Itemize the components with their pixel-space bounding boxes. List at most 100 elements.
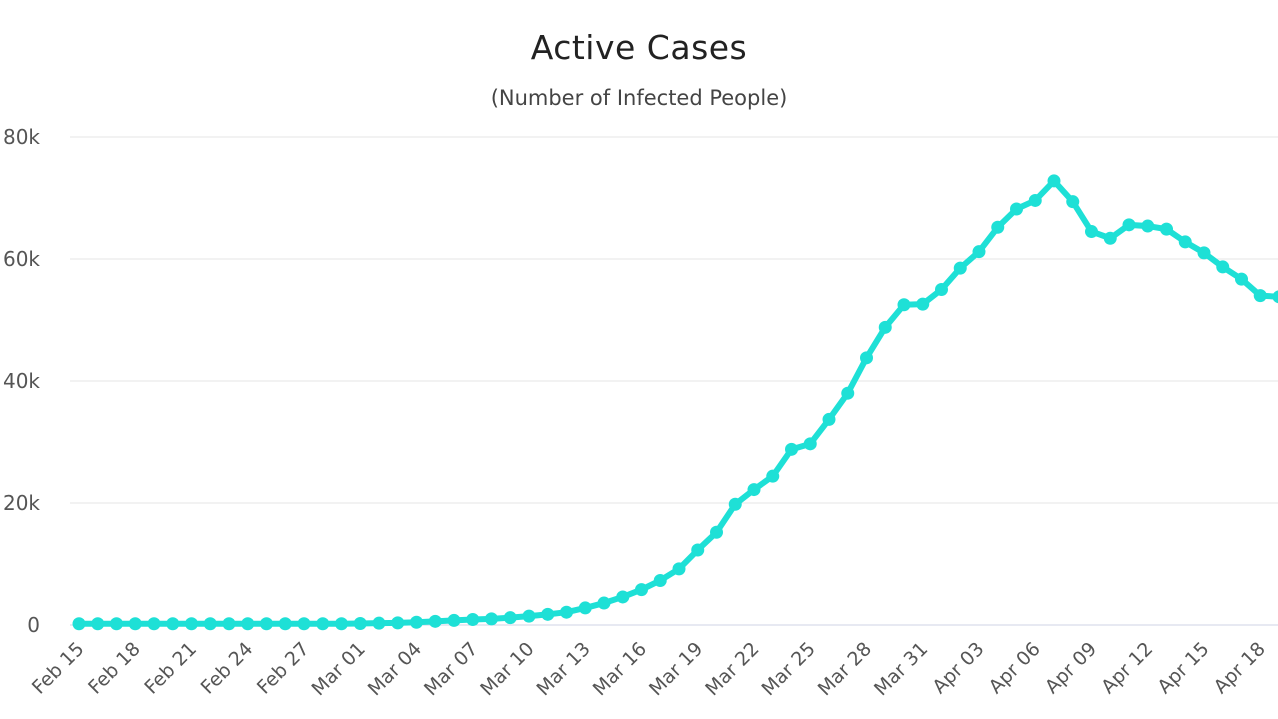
x-tick-label: Feb 15: [28, 638, 89, 699]
data-point[interactable]: [410, 615, 423, 629]
data-point[interactable]: [1141, 219, 1155, 233]
chart-subtitle: (Number of Infected People): [490, 86, 788, 110]
data-point[interactable]: [1047, 174, 1061, 188]
data-point[interactable]: [241, 617, 255, 631]
data-point[interactable]: [447, 613, 461, 627]
data-point[interactable]: [1122, 218, 1136, 232]
data-point[interactable]: [878, 320, 892, 334]
data-point[interactable]: [485, 612, 498, 626]
x-tick-label: Mar 31: [870, 638, 932, 700]
data-point[interactable]: [972, 245, 986, 259]
data-point[interactable]: [1066, 195, 1080, 209]
data-point[interactable]: [372, 616, 386, 630]
y-axis-labels: 0 20k 40k 60k 80k: [3, 125, 40, 637]
data-point[interactable]: [822, 412, 836, 426]
data-point[interactable]: [503, 611, 517, 625]
data-point[interactable]: [1216, 260, 1230, 274]
x-tick-label: Apr 15: [1153, 638, 1213, 698]
data-point[interactable]: [672, 562, 686, 576]
x-tick-label: Mar 10: [476, 638, 538, 700]
data-point[interactable]: [260, 617, 273, 631]
x-tick-label: Apr 03: [928, 638, 988, 698]
data-point[interactable]: [653, 573, 667, 587]
x-tick-label: Mar 28: [814, 638, 876, 700]
data-point[interactable]: [897, 298, 911, 312]
data-point[interactable]: [428, 614, 442, 628]
x-tick-label: Feb 21: [140, 638, 201, 699]
data-point[interactable]: [1010, 202, 1023, 216]
data-point[interactable]: [297, 617, 311, 631]
data-point[interactable]: [785, 442, 798, 456]
x-tick-label: Mar 04: [364, 638, 426, 700]
data-point[interactable]: [916, 297, 930, 311]
data-point[interactable]: [203, 617, 217, 631]
x-tick-label: Feb 24: [197, 638, 258, 699]
data-point[interactable]: [766, 469, 780, 483]
data-point[interactable]: [803, 437, 817, 451]
data-point[interactable]: [222, 617, 236, 631]
data-point[interactable]: [1085, 225, 1098, 239]
data-point[interactable]: [353, 616, 367, 630]
x-tick-label: Apr 09: [1041, 638, 1101, 698]
data-point[interactable]: [316, 617, 330, 631]
data-point[interactable]: [541, 607, 555, 621]
data-point[interactable]: [1178, 235, 1192, 249]
x-tick-label: Mar 13: [533, 638, 595, 700]
series-active-cases: [72, 174, 1278, 631]
data-point[interactable]: [1103, 231, 1117, 245]
data-point[interactable]: [560, 605, 573, 619]
data-point[interactable]: [335, 617, 348, 631]
x-tick-label: Mar 22: [701, 638, 763, 700]
data-point[interactable]: [466, 613, 480, 627]
data-point[interactable]: [1272, 290, 1278, 304]
data-point[interactable]: [935, 283, 948, 296]
x-tick-label: Apr 06: [985, 638, 1045, 698]
data-point[interactable]: [1253, 289, 1267, 303]
y-tick-label: 60k: [3, 247, 40, 271]
data-point[interactable]: [1160, 222, 1173, 236]
data-point[interactable]: [578, 601, 592, 615]
data-point[interactable]: [1235, 272, 1248, 286]
data-point[interactable]: [91, 617, 105, 631]
data-point[interactable]: [691, 543, 705, 557]
data-point[interactable]: [110, 617, 123, 631]
data-point[interactable]: [1028, 193, 1042, 207]
data-point[interactable]: [991, 220, 1005, 234]
y-tick-label: 20k: [3, 491, 40, 515]
data-point[interactable]: [860, 351, 873, 365]
y-tick-label: 80k: [3, 125, 40, 149]
x-tick-label: Mar 01: [308, 638, 370, 700]
data-point[interactable]: [841, 386, 855, 400]
x-tick-label: Apr 12: [1097, 638, 1157, 698]
x-tick-label: Apr 18: [1210, 638, 1270, 698]
data-point[interactable]: [728, 497, 742, 511]
data-point[interactable]: [522, 609, 536, 623]
data-point[interactable]: [616, 590, 630, 604]
data-point[interactable]: [72, 617, 86, 631]
x-tick-label: Mar 19: [645, 638, 707, 700]
data-point[interactable]: [1197, 246, 1211, 260]
data-point[interactable]: [185, 617, 198, 631]
data-point[interactable]: [710, 525, 723, 539]
y-tick-label: 0: [27, 613, 40, 637]
gridlines: [70, 136, 1278, 626]
series-line: [76, 177, 1278, 627]
x-tick-label: Feb 18: [84, 638, 145, 699]
data-point[interactable]: [635, 583, 648, 597]
x-tick-label: Mar 25: [758, 638, 820, 700]
data-point[interactable]: [166, 617, 180, 631]
x-tick-label: Feb 27: [253, 638, 314, 699]
data-point[interactable]: [391, 616, 405, 630]
data-point[interactable]: [597, 596, 611, 610]
data-point[interactable]: [147, 617, 161, 631]
data-point[interactable]: [747, 483, 761, 497]
data-point[interactable]: [278, 617, 292, 631]
data-point[interactable]: [128, 617, 142, 631]
y-tick-label: 40k: [3, 369, 40, 393]
data-point[interactable]: [953, 261, 967, 275]
x-tick-label: Mar 07: [420, 638, 482, 700]
chart-title: Active Cases: [530, 28, 748, 67]
x-tick-label: Mar 16: [589, 638, 651, 700]
